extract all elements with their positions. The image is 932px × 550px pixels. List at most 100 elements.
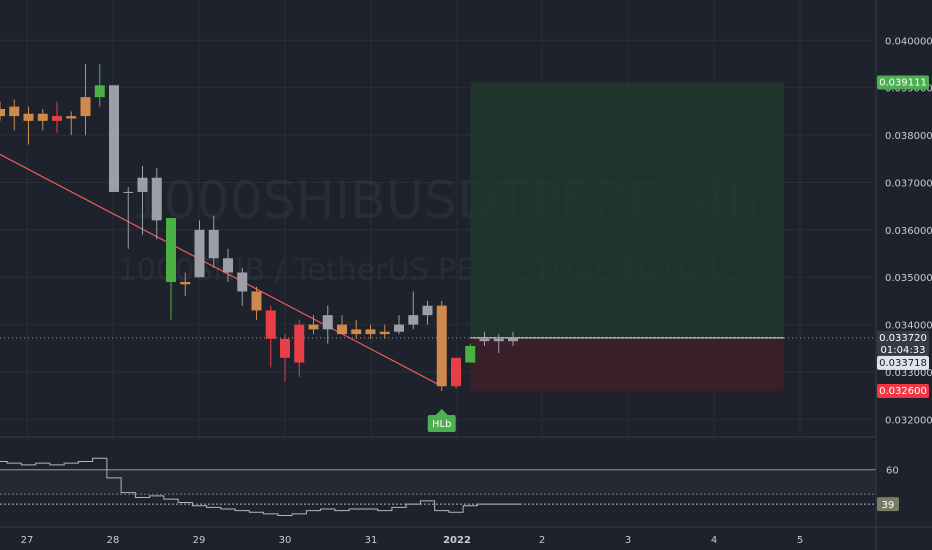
time-tick-label: 3	[625, 535, 631, 546]
candle[interactable]	[137, 165, 148, 235]
candle-body	[451, 357, 461, 387]
price-tick-label: 0.038000	[885, 131, 932, 142]
candle-body	[109, 85, 119, 192]
candle[interactable]	[9, 99, 20, 131]
time-tick-label: 2	[539, 535, 545, 546]
position-zones	[470, 82, 784, 391]
candle-body	[337, 324, 347, 335]
candle[interactable]	[151, 168, 162, 240]
candle-body	[351, 329, 362, 335]
candle-body	[208, 229, 219, 259]
candle-body	[123, 191, 134, 193]
candle-body	[508, 337, 518, 342]
candle[interactable]	[280, 334, 290, 382]
candle[interactable]	[0, 101, 5, 121]
candle[interactable]	[294, 319, 305, 377]
current-price-tag-box	[877, 330, 929, 356]
price-tick-label: 0.040000	[885, 36, 932, 47]
candle[interactable]	[223, 248, 233, 282]
candle-body	[52, 116, 62, 121]
target-zone	[470, 82, 784, 338]
candle-body	[422, 305, 433, 316]
candle[interactable]	[166, 218, 176, 320]
candle[interactable]	[194, 220, 205, 278]
time-tick-label: 29	[193, 535, 206, 546]
price-tick-label: 0.035000	[885, 273, 932, 284]
target-price-tag: 0.039111	[877, 75, 929, 90]
stop-price-tag-box	[877, 383, 929, 398]
pattern-label[interactable]: HLb	[427, 409, 456, 432]
stop-price-tag: 0.032600	[877, 383, 929, 398]
candle[interactable]	[180, 272, 191, 297]
candles-layer[interactable]: HLb	[0, 63, 518, 432]
price-tick-label: 0.036000	[885, 226, 932, 237]
time-tick-label: 30	[279, 535, 292, 546]
candle[interactable]	[37, 109, 48, 131]
candle-body	[408, 315, 419, 325]
candle-body	[251, 291, 262, 311]
candle-body	[280, 338, 290, 358]
pattern-label-text: HLb	[432, 419, 451, 430]
candle-body	[394, 324, 404, 332]
candle[interactable]	[365, 324, 376, 339]
candle[interactable]	[322, 305, 333, 344]
candle-body	[137, 177, 148, 192]
candle[interactable]	[208, 215, 219, 268]
candle-body	[237, 272, 248, 292]
oscillator-value-box	[877, 497, 899, 512]
candle[interactable]	[465, 343, 476, 363]
candle[interactable]	[23, 106, 34, 145]
candle-body	[194, 229, 205, 278]
candle[interactable]	[80, 63, 91, 136]
oscillator-value-tag: 39	[877, 497, 899, 512]
candle[interactable]	[52, 101, 62, 133]
candle[interactable]	[337, 315, 347, 335]
time-tick-label: 31	[365, 535, 378, 546]
candle[interactable]	[251, 286, 262, 320]
time-tick-label: 28	[107, 535, 120, 546]
candle[interactable]	[379, 324, 390, 339]
oscillator-pane[interactable]	[0, 436, 932, 527]
time-tick-label: 4	[711, 535, 717, 546]
target-price-tag-text: 0.039111	[879, 77, 927, 88]
oscillator-line[interactable]	[0, 457, 521, 517]
candle[interactable]	[422, 300, 433, 325]
candle-body	[151, 177, 162, 221]
candle[interactable]	[308, 315, 319, 335]
candle[interactable]	[508, 331, 518, 346]
time-axis[interactable]: 27 28 29 30 31 2022 2 3 4 5	[0, 526, 932, 546]
candle[interactable]	[265, 305, 276, 368]
candle[interactable]	[408, 291, 419, 330]
candle-body	[294, 324, 305, 363]
candle-body	[379, 331, 390, 335]
candle-body	[365, 329, 376, 335]
target-price-tag-box	[877, 75, 929, 90]
candle-body	[9, 106, 20, 117]
candle-body	[66, 116, 77, 119]
oscillator-value-text: 39	[882, 500, 895, 511]
candle-body	[322, 315, 333, 330]
price-tick-label: 0.032000	[885, 415, 932, 426]
candle[interactable]	[237, 267, 248, 306]
line-price-tag: 0.033718	[877, 355, 929, 370]
candle[interactable]	[109, 85, 119, 192]
candle[interactable]	[479, 331, 490, 346]
candle-body	[308, 324, 319, 330]
candle-body	[80, 97, 91, 117]
stop-zone	[470, 337, 784, 391]
candle[interactable]	[123, 187, 134, 249]
price-tick-label: 0.037000	[885, 178, 932, 189]
current-price-tag-text: 0.033720	[879, 333, 927, 344]
candle[interactable]	[351, 319, 362, 339]
candle[interactable]	[493, 334, 504, 354]
candle[interactable]	[451, 357, 461, 389]
candle[interactable]	[394, 315, 404, 335]
candle[interactable]	[94, 63, 105, 107]
candle-body	[37, 113, 48, 121]
candle[interactable]	[436, 300, 447, 391]
time-tick-label: 2022	[443, 535, 471, 546]
candle[interactable]	[66, 111, 77, 136]
